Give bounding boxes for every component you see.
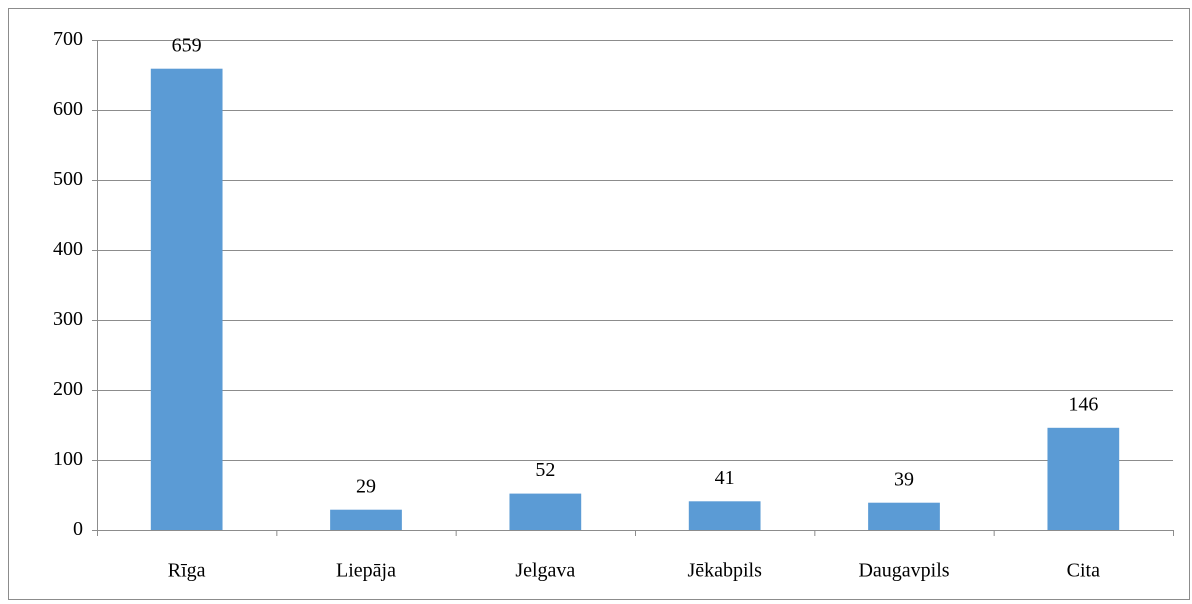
y-tick-label: 0 <box>73 518 83 540</box>
x-tick-label: Jelgava <box>515 560 575 582</box>
x-tick-label: Liepāja <box>336 560 396 582</box>
data-label: 52 <box>535 459 555 481</box>
y-tick-label: 200 <box>53 378 83 400</box>
y-tick-label: 400 <box>53 238 83 260</box>
y-tick-label: 300 <box>53 308 83 330</box>
data-label: 39 <box>894 468 914 490</box>
bar <box>1047 427 1120 530</box>
data-label: 146 <box>1068 393 1098 415</box>
data-label: 41 <box>715 467 735 489</box>
bar <box>150 68 223 530</box>
y-tick-label: 500 <box>53 168 83 190</box>
x-tick-label: Daugavpils <box>858 560 949 582</box>
y-tick-label: 600 <box>53 98 83 120</box>
y-tick-label: 100 <box>53 448 83 470</box>
bar <box>509 493 582 530</box>
x-tick-label: Jēkabpils <box>687 560 762 582</box>
bar <box>868 502 940 530</box>
data-label: 29 <box>356 475 376 497</box>
x-tick-label: Cita <box>1067 560 1100 582</box>
x-tick-label: Rīga <box>168 560 206 582</box>
bar <box>330 509 402 530</box>
y-tick-label: 700 <box>53 28 83 50</box>
data-label: 659 <box>172 34 202 56</box>
bar <box>688 501 761 530</box>
